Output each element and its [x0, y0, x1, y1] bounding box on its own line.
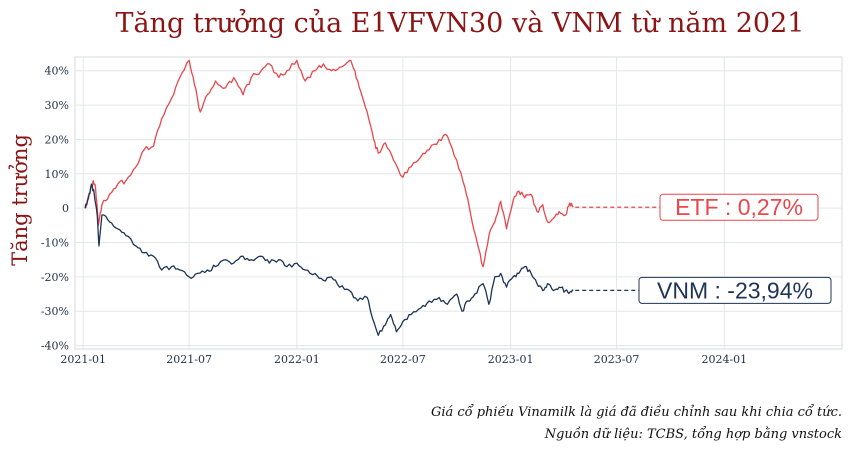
- series-lines: [84, 59, 574, 336]
- y-tick-label: -40%: [41, 340, 69, 353]
- y-tick-label: -20%: [41, 271, 69, 284]
- x-tick-label: 2021-01: [60, 353, 106, 366]
- end-label-box-etf: [659, 193, 819, 221]
- x-tick-label: 2022-01: [274, 353, 320, 366]
- chart-title: Tăng trưởng của E1VFVN30 và VNM từ năm 2…: [116, 7, 805, 39]
- y-tick-label: 40%: [45, 65, 69, 78]
- x-tick-label: 2023-01: [488, 353, 534, 366]
- y-tick-label: 0: [62, 202, 69, 215]
- end-label-box-vnm: [638, 276, 832, 304]
- x-tick-label: 2024-01: [701, 353, 747, 366]
- series-line-vnm: [84, 183, 574, 336]
- y-tick-label: 10%: [45, 168, 69, 181]
- y-axis-label: Tăng trưởng: [8, 134, 32, 266]
- series-line-etf: [84, 59, 574, 268]
- end-label-etf: ETF : 0,27%: [675, 194, 803, 220]
- y-tick-label: -30%: [41, 305, 69, 318]
- y-tick-label: 30%: [45, 99, 69, 112]
- note-dividend-adjusted: Giá cổ phiếu Vinamilk là giá đã điều chỉ…: [431, 404, 842, 420]
- x-tick-label: 2021-07: [166, 353, 212, 366]
- end-label-vnm: VNM : -23,94%: [657, 277, 813, 303]
- y-tick-label: 20%: [45, 133, 69, 146]
- note-data-source: Nguồn dữ liệu: TCBS, tổng hợp bằng vnsto…: [544, 426, 842, 442]
- y-tick-label: -10%: [41, 237, 69, 250]
- grid: [75, 57, 842, 349]
- y-axis-ticks: -40% -30% -20% -10% 0 10% 20% 30% 40%: [41, 65, 69, 353]
- x-tick-label: 2022-07: [380, 353, 426, 366]
- x-tick-label: 2023-07: [594, 353, 640, 366]
- x-axis-ticks: 2021-01 2021-07 2022-01 2022-07 2023-01 2023-…: [60, 353, 747, 366]
- end-labels: ETF : 0,27% VNM : -23,94%: [575, 193, 832, 304]
